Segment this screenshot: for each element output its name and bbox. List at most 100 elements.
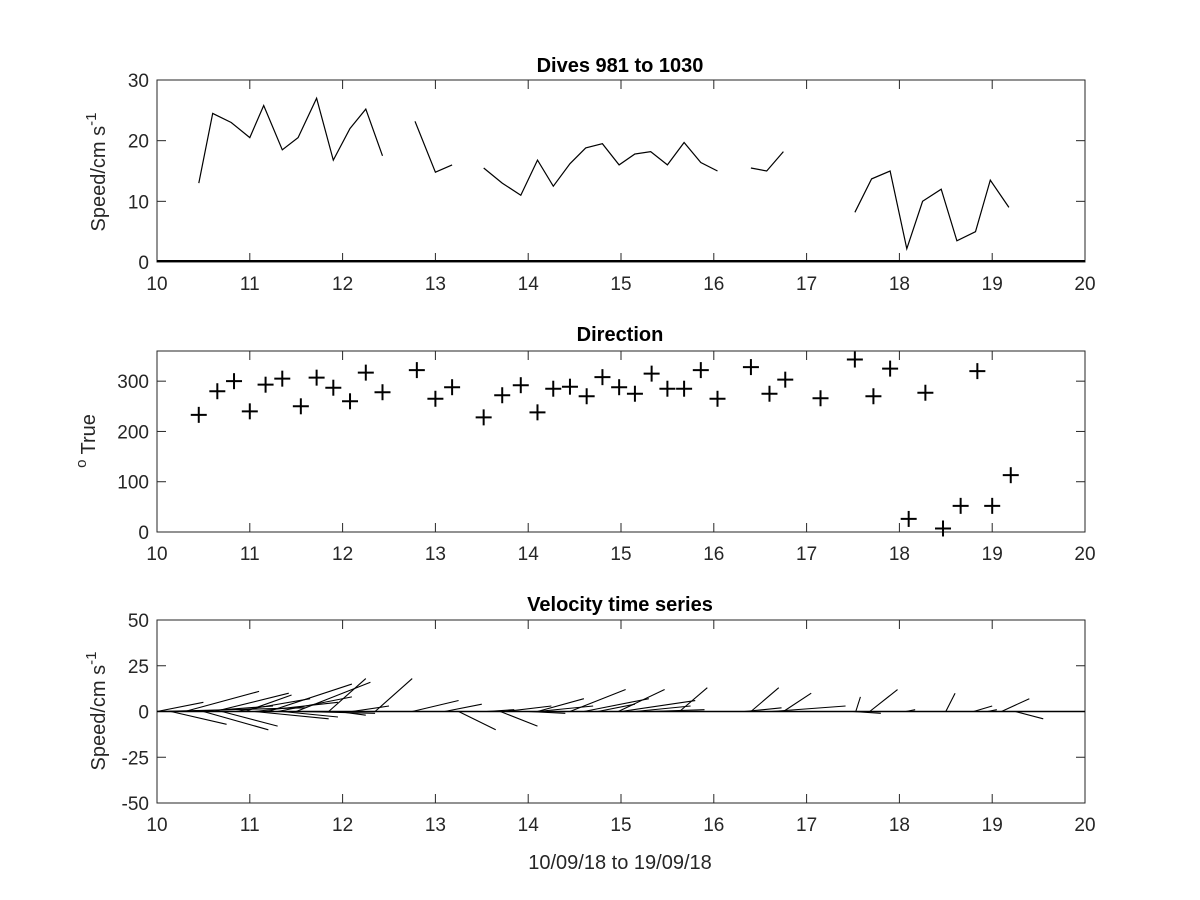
direction-panel: Direction oTrue 10 11 12 13 14 15 16 17 18 19 2001… [73, 324, 1096, 565]
direction-marker [777, 371, 794, 388]
speed-y-label-text: Speed/cm s [88, 126, 110, 232]
direction-x-tick-label: 16 [703, 544, 724, 565]
direction-marker [494, 387, 511, 404]
direction-y-tick-label: 300 [117, 372, 149, 393]
velocity-stick [987, 709, 997, 713]
velocity-stick [458, 711, 496, 731]
velocity-x-tick-label: 16 [703, 815, 724, 836]
direction-x-tick-label: 14 [518, 544, 540, 565]
direction-marker [357, 364, 374, 381]
direction-marker [274, 370, 291, 387]
velocity-stick [351, 705, 390, 713]
direction-marker [374, 384, 391, 401]
direction-axes-box [156, 350, 1086, 533]
direction-marker [226, 373, 243, 390]
velocity-stick [184, 690, 260, 713]
speed-series-line [198, 96, 384, 184]
velocity-x-tick-label: 19 [982, 815, 1003, 836]
direction-y-label-text: True [78, 414, 100, 454]
direction-x-tick-label: 20 [1074, 544, 1095, 565]
velocity-title: Velocity time series [527, 594, 713, 616]
direction-marker [241, 403, 258, 420]
velocity-stick [328, 678, 367, 712]
velocity-stick [783, 692, 812, 712]
velocity-stick [750, 687, 780, 712]
direction-marker [709, 390, 726, 407]
direction-marker [475, 409, 492, 426]
velocity-y-tick-label: 25 [128, 657, 149, 678]
velocity-stick [1015, 710, 1044, 720]
direction-marker [594, 369, 611, 386]
velocity-stick [1001, 698, 1030, 712]
direction-marker [935, 520, 952, 537]
velocity-stick [203, 710, 269, 731]
velocity-y-tick-label: 50 [128, 611, 149, 632]
direction-marker [659, 380, 676, 397]
direction-y-tick-label: 0 [138, 523, 149, 544]
speed-y-tick-label: 0 [138, 253, 149, 274]
direction-marker [846, 351, 863, 368]
direction-marker [308, 369, 325, 386]
direction-marker [643, 365, 660, 382]
velocity-stick [214, 692, 289, 713]
direction-marker [952, 497, 969, 514]
velocity-stick [905, 709, 916, 713]
direction-marker [578, 388, 595, 405]
direction-marker [561, 378, 578, 395]
velocity-x-tick-label: 20 [1074, 815, 1095, 836]
velocity-stick [528, 710, 566, 714]
velocity-x-tick-label: 12 [332, 815, 353, 836]
velocity-x-tick-label: 14 [518, 815, 540, 836]
direction-marker [342, 393, 359, 410]
velocity-y-label-text: Speed/cm s [88, 665, 110, 771]
speed-axes-box [156, 79, 1086, 263]
velocity-stick [295, 681, 371, 713]
velocity-stick [583, 698, 649, 713]
velocity-stick [869, 689, 898, 712]
speed-series-line [854, 170, 1010, 251]
velocity-stick [634, 705, 691, 713]
velocity-stick [537, 698, 585, 713]
velocity-stick [945, 692, 956, 712]
velocity-x-tick-label: 17 [796, 815, 817, 836]
direction-marker [427, 390, 444, 407]
direction-marker [545, 380, 562, 397]
velocity-stick [537, 705, 594, 713]
velocity-stick [221, 710, 278, 727]
direction-x-tick-label: 13 [425, 544, 446, 565]
velocity-stick [504, 705, 552, 713]
direction-marker [917, 384, 934, 401]
direction-marker [761, 385, 778, 402]
velocity-y-tick-label: 0 [138, 703, 149, 724]
direction-marker [692, 362, 709, 379]
velocity-stick [254, 710, 329, 720]
velocity-stick [500, 710, 538, 727]
direction-marker [812, 390, 829, 407]
speed-y-tick-label: 30 [128, 71, 149, 92]
velocity-stick [744, 707, 782, 713]
speed-x-tick-label: 18 [889, 274, 910, 295]
velocity-stick [486, 709, 515, 713]
velocity-y-tick-label: -25 [122, 748, 149, 769]
velocity-x-label: 10/09/18 to 19/09/18 [528, 852, 712, 874]
velocity-x-tick-label: 11 [240, 815, 260, 836]
speed-x-tick-label: 10 [146, 274, 167, 295]
velocity-stick [244, 694, 292, 713]
direction-marker [209, 383, 226, 400]
velocity-stick [852, 710, 881, 714]
speed-series-line [750, 151, 784, 172]
direction-y-tick-label: 200 [117, 422, 149, 443]
direction-marker [626, 385, 643, 402]
direction-marker [444, 379, 461, 396]
speed-x-tick-label: 14 [518, 274, 540, 295]
speed-x-tick-label: 19 [982, 274, 1003, 295]
velocity-x-tick-label: 13 [425, 815, 446, 836]
velocity-stick [679, 687, 708, 712]
speed-x-tick-label: 12 [332, 274, 353, 295]
velocity-stick [235, 698, 311, 713]
direction-x-tick-label: 19 [982, 544, 1003, 565]
velocity-stick [374, 678, 413, 712]
direction-marker [742, 359, 759, 376]
speed-x-tick-label: 15 [610, 274, 631, 295]
